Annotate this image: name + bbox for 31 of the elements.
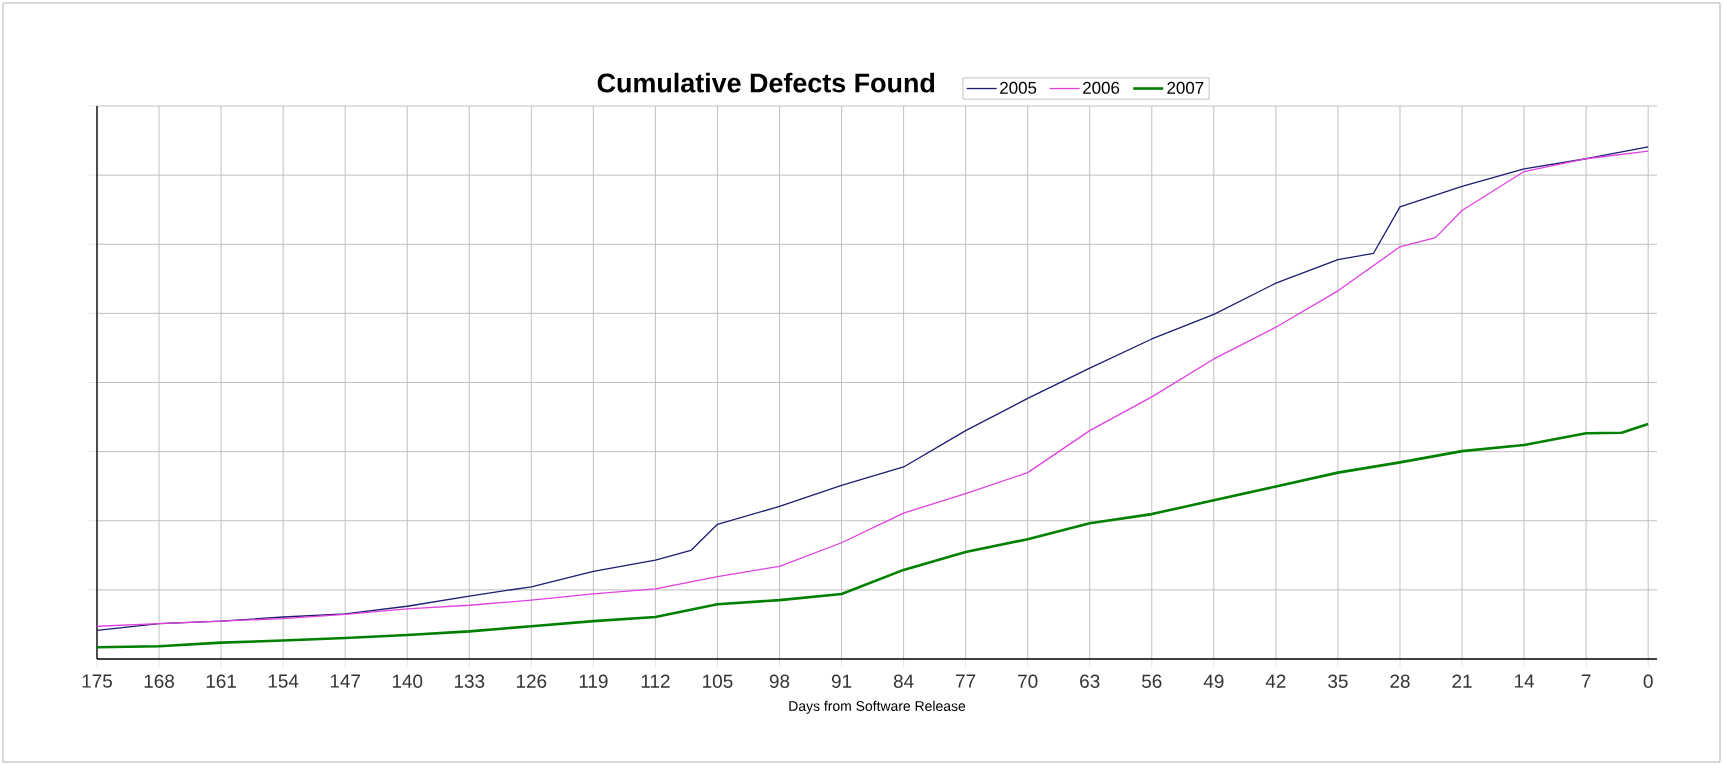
chart-title: Cumulative Defects Found [597, 72, 935, 93]
x-tick-label: 0 [1643, 674, 1653, 688]
x-tick-label: 63 [1080, 674, 1100, 688]
x-tick-label: 168 [144, 674, 174, 688]
x-tick-label: 133 [454, 674, 485, 688]
x-tick-label: 105 [703, 674, 733, 688]
x-tick-label: 21 [1452, 674, 1472, 688]
x-axis-title: Days from Software Release [789, 700, 966, 714]
x-tick-label: 154 [268, 674, 299, 688]
legend-label: 2005 [1000, 81, 1037, 94]
x-tick-label: 175 [82, 674, 112, 688]
x-tick-label: 28 [1390, 674, 1410, 688]
x-tick-label: 91 [831, 674, 852, 688]
x-tick-label: 126 [516, 674, 547, 688]
x-tick-label: 84 [893, 674, 914, 688]
x-tick-label: 70 [1018, 674, 1038, 688]
x-tick-label: 119 [579, 674, 608, 688]
x-tick-label: 49 [1203, 674, 1224, 688]
x-tick-label: 7 [1581, 674, 1591, 688]
legend-label: 2006 [1083, 81, 1120, 94]
x-tick-label: 14 [1514, 674, 1535, 688]
x-tick-label: 147 [330, 674, 361, 688]
x-tick-label: 98 [769, 674, 790, 688]
x-tick-label: 56 [1142, 674, 1162, 688]
x-tick-label: 112 [641, 674, 670, 688]
x-tick-label: 77 [956, 674, 976, 688]
x-tick-label: 35 [1328, 674, 1348, 688]
x-tick-label: 140 [392, 674, 423, 688]
x-tick-label: 161 [206, 674, 236, 688]
legend-label: 2007 [1167, 81, 1204, 94]
x-tick-label: 42 [1265, 674, 1286, 688]
